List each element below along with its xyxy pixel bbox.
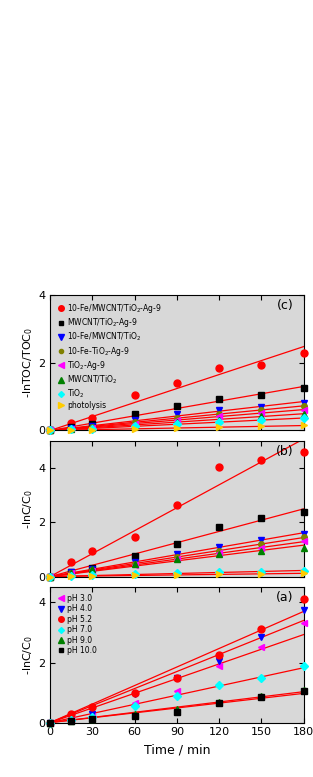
Legend: pH 3.0, pH 4.0, pH 5.2, pH 7.0, pH 9.0, pH 10.0: pH 3.0, pH 4.0, pH 5.2, pH 7.0, pH 9.0, … <box>56 593 99 657</box>
Y-axis label: -lnC/C$_0$: -lnC/C$_0$ <box>22 489 35 529</box>
Text: (c): (c) <box>277 299 294 312</box>
X-axis label: Time / min: Time / min <box>144 743 210 756</box>
Legend: 10-Fe/MWCNT/TiO$_2$-Ag-9, MWCNT/TiO$_2$-Ag-9, 10-Fe/MWCNT/TiO$_2$, 10-Fe-TiO$_2$: 10-Fe/MWCNT/TiO$_2$-Ag-9, MWCNT/TiO$_2$-… <box>56 301 164 412</box>
Text: (a): (a) <box>276 591 294 605</box>
Y-axis label: -lnTOC/TOC$_0$: -lnTOC/TOC$_0$ <box>22 327 35 399</box>
Text: (b): (b) <box>276 445 294 458</box>
Y-axis label: -lnC/C$_0$: -lnC/C$_0$ <box>22 635 35 675</box>
